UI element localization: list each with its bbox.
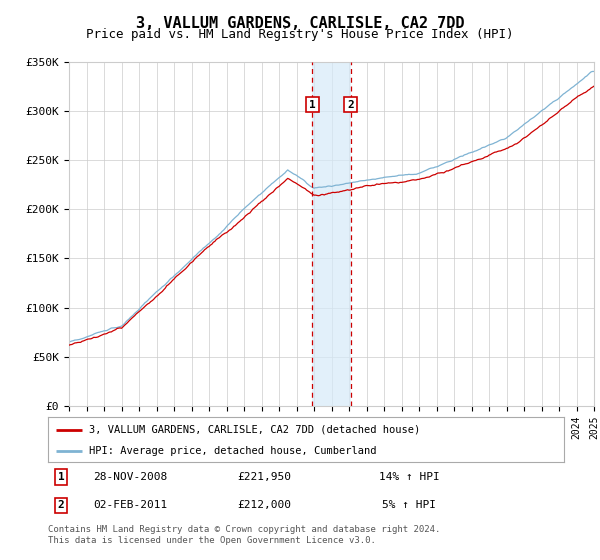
Text: HPI: Average price, detached house, Cumberland: HPI: Average price, detached house, Cumb… [89,446,377,456]
Text: 3, VALLUM GARDENS, CARLISLE, CA2 7DD (detached house): 3, VALLUM GARDENS, CARLISLE, CA2 7DD (de… [89,424,421,435]
Bar [313,62,350,406]
Text: 02-FEB-2011: 02-FEB-2011 [94,501,167,510]
Text: 1: 1 [309,100,316,110]
Text: 5% ↑ HPI: 5% ↑ HPI [382,501,436,510]
Text: Contains HM Land Registry data © Crown copyright and database right 2024.
This d: Contains HM Land Registry data © Crown c… [48,525,440,545]
Text: Price paid vs. HM Land Registry's House Price Index (HPI): Price paid vs. HM Land Registry's House … [86,28,514,41]
Text: 1: 1 [58,472,64,482]
Text: 2: 2 [347,100,354,110]
Text: 28-NOV-2008: 28-NOV-2008 [94,472,167,482]
Text: 14% ↑ HPI: 14% ↑ HPI [379,472,440,482]
Text: £221,950: £221,950 [238,472,292,482]
Text: 3, VALLUM GARDENS, CARLISLE, CA2 7DD: 3, VALLUM GARDENS, CARLISLE, CA2 7DD [136,16,464,31]
Text: 2: 2 [58,501,64,510]
Text: £212,000: £212,000 [238,501,292,510]
